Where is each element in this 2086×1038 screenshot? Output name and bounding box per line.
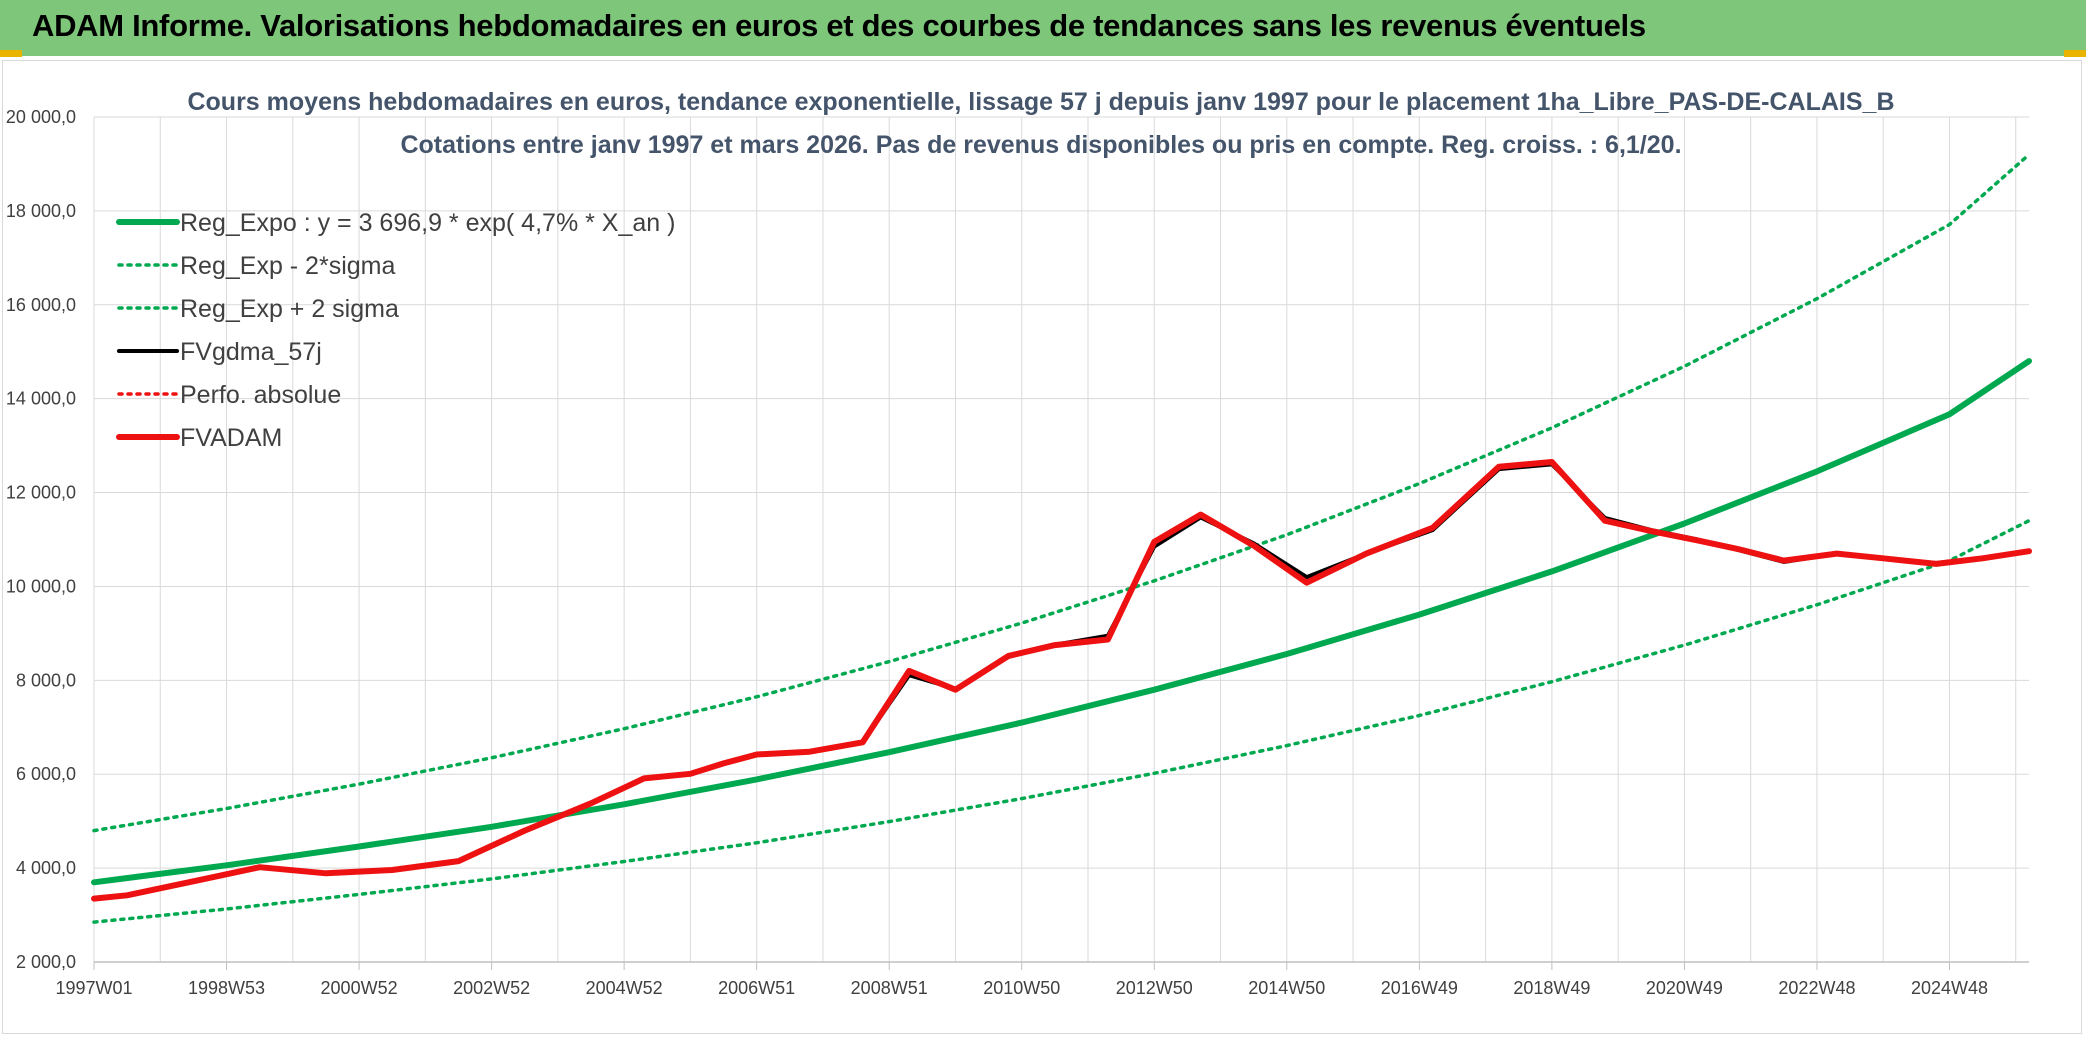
y-tick-label: 20 000,0 [6, 107, 76, 127]
x-tick-label: 2012W50 [1116, 978, 1193, 998]
x-tick-label: 1998W53 [188, 978, 265, 998]
x-tick-label: 2022W48 [1778, 978, 1855, 998]
chart-title: Cours moyens hebdomadaires en euros, ten… [187, 88, 1894, 116]
x-tick-label: 2016W49 [1381, 978, 1458, 998]
series-line-3 [92, 462, 2031, 901]
y-tick-label: 14 000,0 [6, 389, 76, 409]
y-tick-label: 2 000,0 [16, 952, 76, 972]
y-tick-label: 12 000,0 [6, 483, 76, 503]
x-tick-label: 2004W52 [586, 978, 663, 998]
x-tick-label: 2014W50 [1248, 978, 1325, 998]
legend-label: Perfo. absolue [180, 381, 341, 409]
x-tick-label: 2010W50 [983, 978, 1060, 998]
series-line-5 [91, 459, 2032, 902]
corner-accent-left [0, 50, 22, 57]
legend-label: Reg_Exp + 2 sigma [180, 295, 399, 323]
series-line-2 [92, 152, 2031, 833]
y-tick-label: 10 000,0 [6, 576, 76, 596]
x-tick-label: 2018W49 [1513, 978, 1590, 998]
x-tick-label: 2006W51 [718, 978, 795, 998]
header-bar: ADAM Informe. Valorisations hebdomadaire… [0, 0, 2086, 56]
legend-label: FVgdma_57j [180, 338, 322, 366]
chart-subtitle: Cotations entre janv 1997 et mars 2026. … [400, 131, 1681, 159]
legend-label: FVADAM [180, 424, 282, 452]
line-chart: 2 000,0 4 000,0 6 000,0 8 000,0 10 000,0 12 0… [6, 88, 2032, 998]
header-title: ADAM Informe. Valorisations hebdomadaire… [32, 8, 1646, 43]
legend-label: Reg_Exp - 2*sigma [180, 252, 395, 280]
legend-label: Reg_Expo : y = 3 696,9 * exp( 4,7% * X_a… [180, 209, 675, 237]
y-tick-label: 18 000,0 [6, 201, 76, 221]
y-tick-label: 4 000,0 [16, 858, 76, 878]
x-tick-label: 2000W52 [321, 978, 398, 998]
x-tick-label: 1997W01 [55, 978, 132, 998]
series-line-1 [92, 518, 2031, 924]
x-tick-label: 2008W51 [851, 978, 928, 998]
x-tick-label: 2002W52 [453, 978, 530, 998]
chart-area: 2 000,0 4 000,0 6 000,0 8 000,0 10 000,0 12 0… [2, 60, 2082, 1034]
y-tick-label: 8 000,0 [16, 670, 76, 690]
corner-accent-right [2064, 50, 2086, 57]
x-tick-label: 2024W48 [1911, 978, 1988, 998]
series-line-0 [91, 358, 2032, 886]
y-tick-label: 16 000,0 [6, 295, 76, 315]
x-tick-label: 2020W49 [1646, 978, 1723, 998]
y-tick-label: 6 000,0 [16, 764, 76, 784]
